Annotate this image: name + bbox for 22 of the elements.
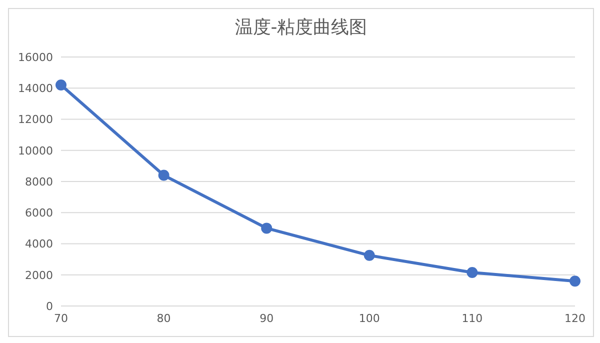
x-tick-label: 70 (54, 312, 68, 325)
x-tick-label: 100 (358, 312, 380, 325)
y-tick-label: 4000 (25, 238, 53, 251)
point (158, 170, 170, 181)
x-tick-label: 90 (260, 312, 274, 325)
y-tick-label: 6000 (25, 206, 53, 220)
y-tick-label: 8000 (25, 175, 53, 188)
point (261, 222, 272, 234)
y-tick-label: 2000 (25, 268, 53, 282)
point (570, 276, 580, 287)
x-tick-label: 120 (564, 312, 586, 325)
y-tick-label: 12000 (18, 113, 53, 126)
x-tick-label: 110 (462, 312, 483, 325)
point (56, 80, 66, 91)
x-tick-label: 80 (156, 312, 171, 325)
y-tick-label: 14000 (18, 82, 53, 96)
y-tick-label: 0 (46, 300, 53, 313)
point (364, 250, 375, 261)
y-tick-label: 16000 (18, 50, 53, 64)
y-tick-label: 10000 (18, 144, 53, 158)
point (466, 267, 478, 278)
chart-title: 温度-粘度曲线图 (234, 16, 368, 39)
